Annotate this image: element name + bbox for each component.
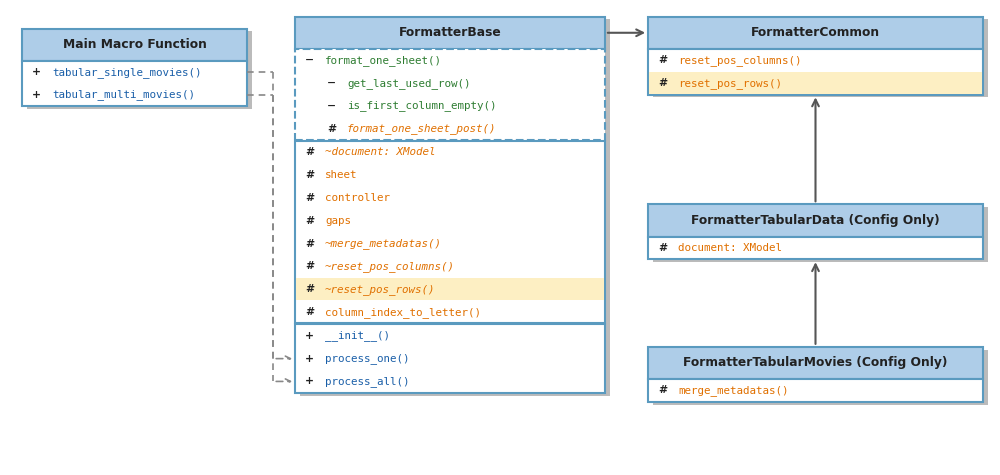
Text: #: # [658,243,667,253]
Text: #: # [305,147,314,158]
Bar [648,17,983,49]
Text: #: # [305,261,314,272]
Bar [295,324,605,393]
Text: tabular_single_movies(): tabular_single_movies() [52,67,202,77]
Text: #: # [327,124,336,134]
Bar [649,72,982,94]
Text: #: # [305,193,314,203]
Text: document: XModel: document: XModel [678,243,782,253]
Text: #: # [305,170,314,180]
Text: FormatterCommon: FormatterCommon [751,26,880,39]
Text: −: − [305,55,314,66]
Text: FormatterTabularData (Config Only): FormatterTabularData (Config Only) [691,214,940,227]
Bar [648,379,983,402]
Text: is_first_column_empty(): is_first_column_empty() [347,101,497,111]
Bar [295,49,605,140]
Text: controller: controller [325,193,390,203]
Bar [648,204,983,237]
Text: −: − [327,78,336,88]
Text: +: + [305,376,314,387]
Bar [27,31,252,109]
Text: merge_metadatas(): merge_metadatas() [678,385,788,396]
Bar [296,278,604,300]
Text: reset_pos_rows(): reset_pos_rows() [678,78,782,88]
Text: format_one_sheet(): format_one_sheet() [325,55,442,66]
Text: FormatterBase: FormatterBase [399,26,501,39]
Text: process_one(): process_one() [325,353,410,364]
Text: #: # [305,238,314,249]
Text: #: # [305,284,314,294]
Bar [648,49,983,95]
Text: +: + [32,90,41,100]
Text: #: # [658,55,667,66]
Text: #: # [658,385,667,396]
Text: ~reset_pos_rows(): ~reset_pos_rows() [325,284,436,294]
Text: __init__(): __init__() [325,331,390,341]
Text: #: # [305,216,314,226]
Bar [653,350,988,405]
Bar [648,347,983,379]
Text: #: # [658,78,667,88]
Bar [295,17,605,49]
Text: process_all(): process_all() [325,376,410,387]
Text: ~document: XModel: ~document: XModel [325,147,436,158]
Text: format_one_sheet_post(): format_one_sheet_post() [347,124,497,134]
Bar [648,237,983,259]
Bar [295,141,605,323]
Bar [300,19,610,396]
Bar [653,19,988,97]
Text: +: + [305,353,314,364]
Text: tabular_multi_movies(): tabular_multi_movies() [52,90,195,100]
Text: sheet: sheet [325,170,358,180]
Bar [653,207,988,262]
Text: reset_pos_columns(): reset_pos_columns() [678,55,802,66]
Text: +: + [305,331,314,341]
Text: gaps: gaps [325,216,351,226]
Text: #: # [305,307,314,317]
Text: FormatterTabularMovies (Config Only): FormatterTabularMovies (Config Only) [683,356,948,370]
Bar [22,61,247,106]
Text: +: + [32,67,41,77]
Bar [22,28,247,61]
Text: ~reset_pos_columns(): ~reset_pos_columns() [325,261,455,272]
Text: Main Macro Function: Main Macro Function [63,38,206,51]
Text: column_index_to_letter(): column_index_to_letter() [325,307,481,317]
Text: −: − [327,101,336,111]
Text: ~merge_metadatas(): ~merge_metadatas() [325,238,442,249]
Text: get_last_used_row(): get_last_used_row() [347,78,471,88]
